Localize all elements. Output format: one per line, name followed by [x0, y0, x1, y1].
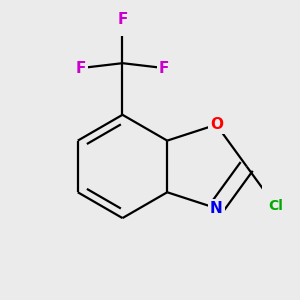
Text: N: N	[210, 201, 223, 216]
Text: O: O	[210, 117, 223, 132]
Text: F: F	[159, 61, 169, 76]
Text: F: F	[76, 61, 86, 76]
Text: Cl: Cl	[268, 199, 283, 213]
Text: F: F	[117, 11, 128, 26]
